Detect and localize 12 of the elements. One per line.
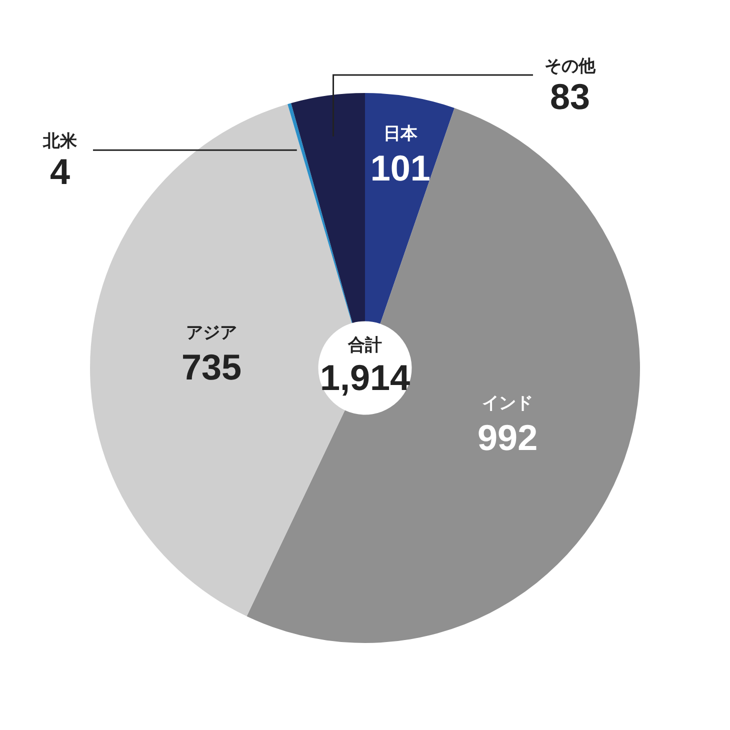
data-label: 4 [50, 150, 70, 192]
slice-label: 日本 [383, 124, 418, 144]
data-label: 101 [370, 147, 430, 188]
slice-label: 北米 [42, 131, 78, 152]
data-label: 735 [181, 346, 242, 388]
text: 1,914 [320, 356, 410, 398]
slice-label: アジア [186, 323, 237, 344]
data-label: 83 [550, 76, 590, 117]
slice-label: インド [482, 394, 534, 414]
data-label: 992 [478, 417, 538, 458]
text: 合計 [347, 335, 382, 356]
slice-label: その他 [544, 56, 596, 76]
